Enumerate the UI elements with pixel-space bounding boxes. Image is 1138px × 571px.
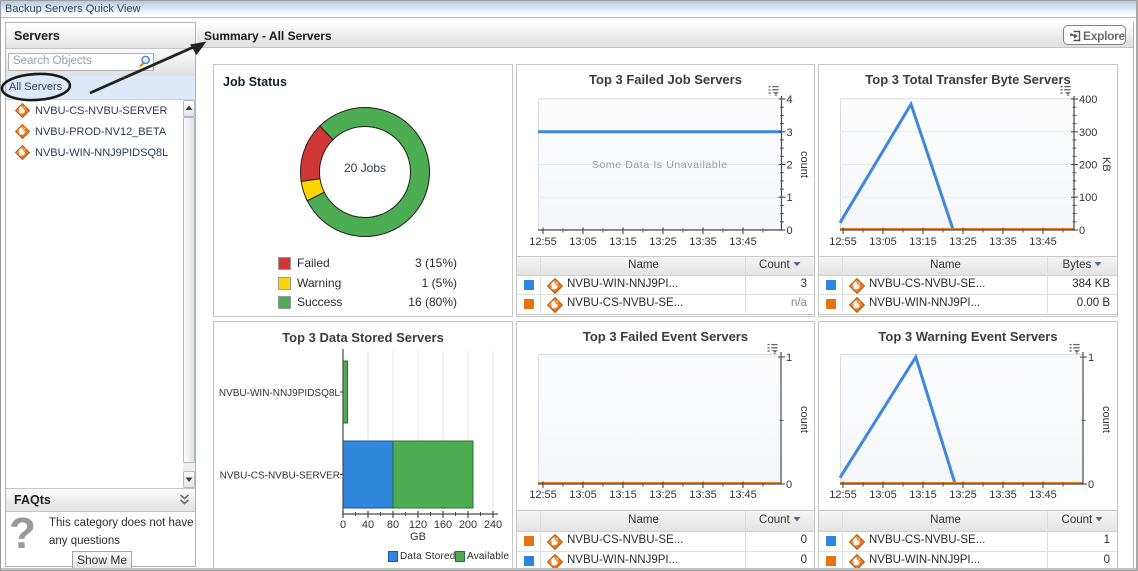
svg-text:13:25: 13:25 bbox=[949, 489, 977, 501]
svg-text:100: 100 bbox=[1079, 192, 1097, 204]
svg-text:12:55: 12:55 bbox=[529, 489, 557, 501]
svg-text:13:45: 13:45 bbox=[1029, 236, 1057, 248]
svg-text:0: 0 bbox=[340, 519, 346, 531]
svg-text:13:05: 13:05 bbox=[869, 236, 897, 248]
svg-text:1: 1 bbox=[786, 352, 792, 364]
svg-text:NVBU-CS-NVBU-SERVER: NVBU-CS-NVBU-SERVER bbox=[220, 471, 340, 482]
svg-text:2: 2 bbox=[787, 160, 793, 172]
svg-text:13:35: 13:35 bbox=[989, 489, 1017, 501]
svg-text:3: 3 bbox=[787, 127, 793, 139]
svg-text:4: 4 bbox=[787, 94, 793, 106]
svg-text:160: 160 bbox=[434, 519, 452, 531]
svg-text:GB: GB bbox=[410, 531, 426, 543]
svg-text:13:15: 13:15 bbox=[909, 236, 937, 248]
svg-text:0: 0 bbox=[1079, 225, 1085, 237]
svg-text:Some Data Is Unavailable: Some Data Is Unavailable bbox=[592, 159, 728, 171]
svg-text:0: 0 bbox=[786, 479, 792, 491]
svg-text:200: 200 bbox=[1079, 160, 1097, 172]
svg-text:13:15: 13:15 bbox=[609, 236, 637, 248]
svg-text:20 Jobs: 20 Jobs bbox=[344, 161, 386, 175]
svg-text:400: 400 bbox=[1079, 94, 1097, 106]
svg-text:13:25: 13:25 bbox=[649, 489, 677, 501]
svg-text:200: 200 bbox=[459, 519, 477, 531]
svg-text:40: 40 bbox=[362, 519, 374, 531]
svg-text:13:25: 13:25 bbox=[649, 236, 677, 248]
svg-text:80: 80 bbox=[387, 519, 399, 531]
svg-text:13:05: 13:05 bbox=[569, 489, 597, 501]
svg-text:13:45: 13:45 bbox=[729, 236, 757, 248]
svg-text:13:35: 13:35 bbox=[689, 489, 717, 501]
svg-text:13:15: 13:15 bbox=[609, 489, 637, 501]
svg-text:13:15: 13:15 bbox=[909, 489, 937, 501]
svg-text:13:35: 13:35 bbox=[689, 236, 717, 248]
svg-text:12:55: 12:55 bbox=[829, 236, 857, 248]
svg-text:13:25: 13:25 bbox=[949, 236, 977, 248]
svg-text:13:35: 13:35 bbox=[989, 236, 1017, 248]
svg-text:12:55: 12:55 bbox=[829, 489, 857, 501]
svg-text:300: 300 bbox=[1079, 127, 1097, 139]
svg-text:0: 0 bbox=[1088, 479, 1094, 491]
svg-text:1: 1 bbox=[787, 192, 793, 204]
svg-text:13:45: 13:45 bbox=[1029, 489, 1057, 501]
svg-text:240: 240 bbox=[484, 519, 502, 531]
svg-text:13:05: 13:05 bbox=[869, 489, 897, 501]
svg-text:13:45: 13:45 bbox=[729, 489, 757, 501]
svg-text:0: 0 bbox=[787, 225, 793, 237]
svg-text:NVBU-WIN-NNJ9PIDSQ8L: NVBU-WIN-NNJ9PIDSQ8L bbox=[219, 388, 341, 399]
svg-text:13:05: 13:05 bbox=[569, 236, 597, 248]
svg-text:1: 1 bbox=[1088, 352, 1094, 364]
svg-text:12:55: 12:55 bbox=[529, 236, 557, 248]
svg-text:120: 120 bbox=[409, 519, 427, 531]
